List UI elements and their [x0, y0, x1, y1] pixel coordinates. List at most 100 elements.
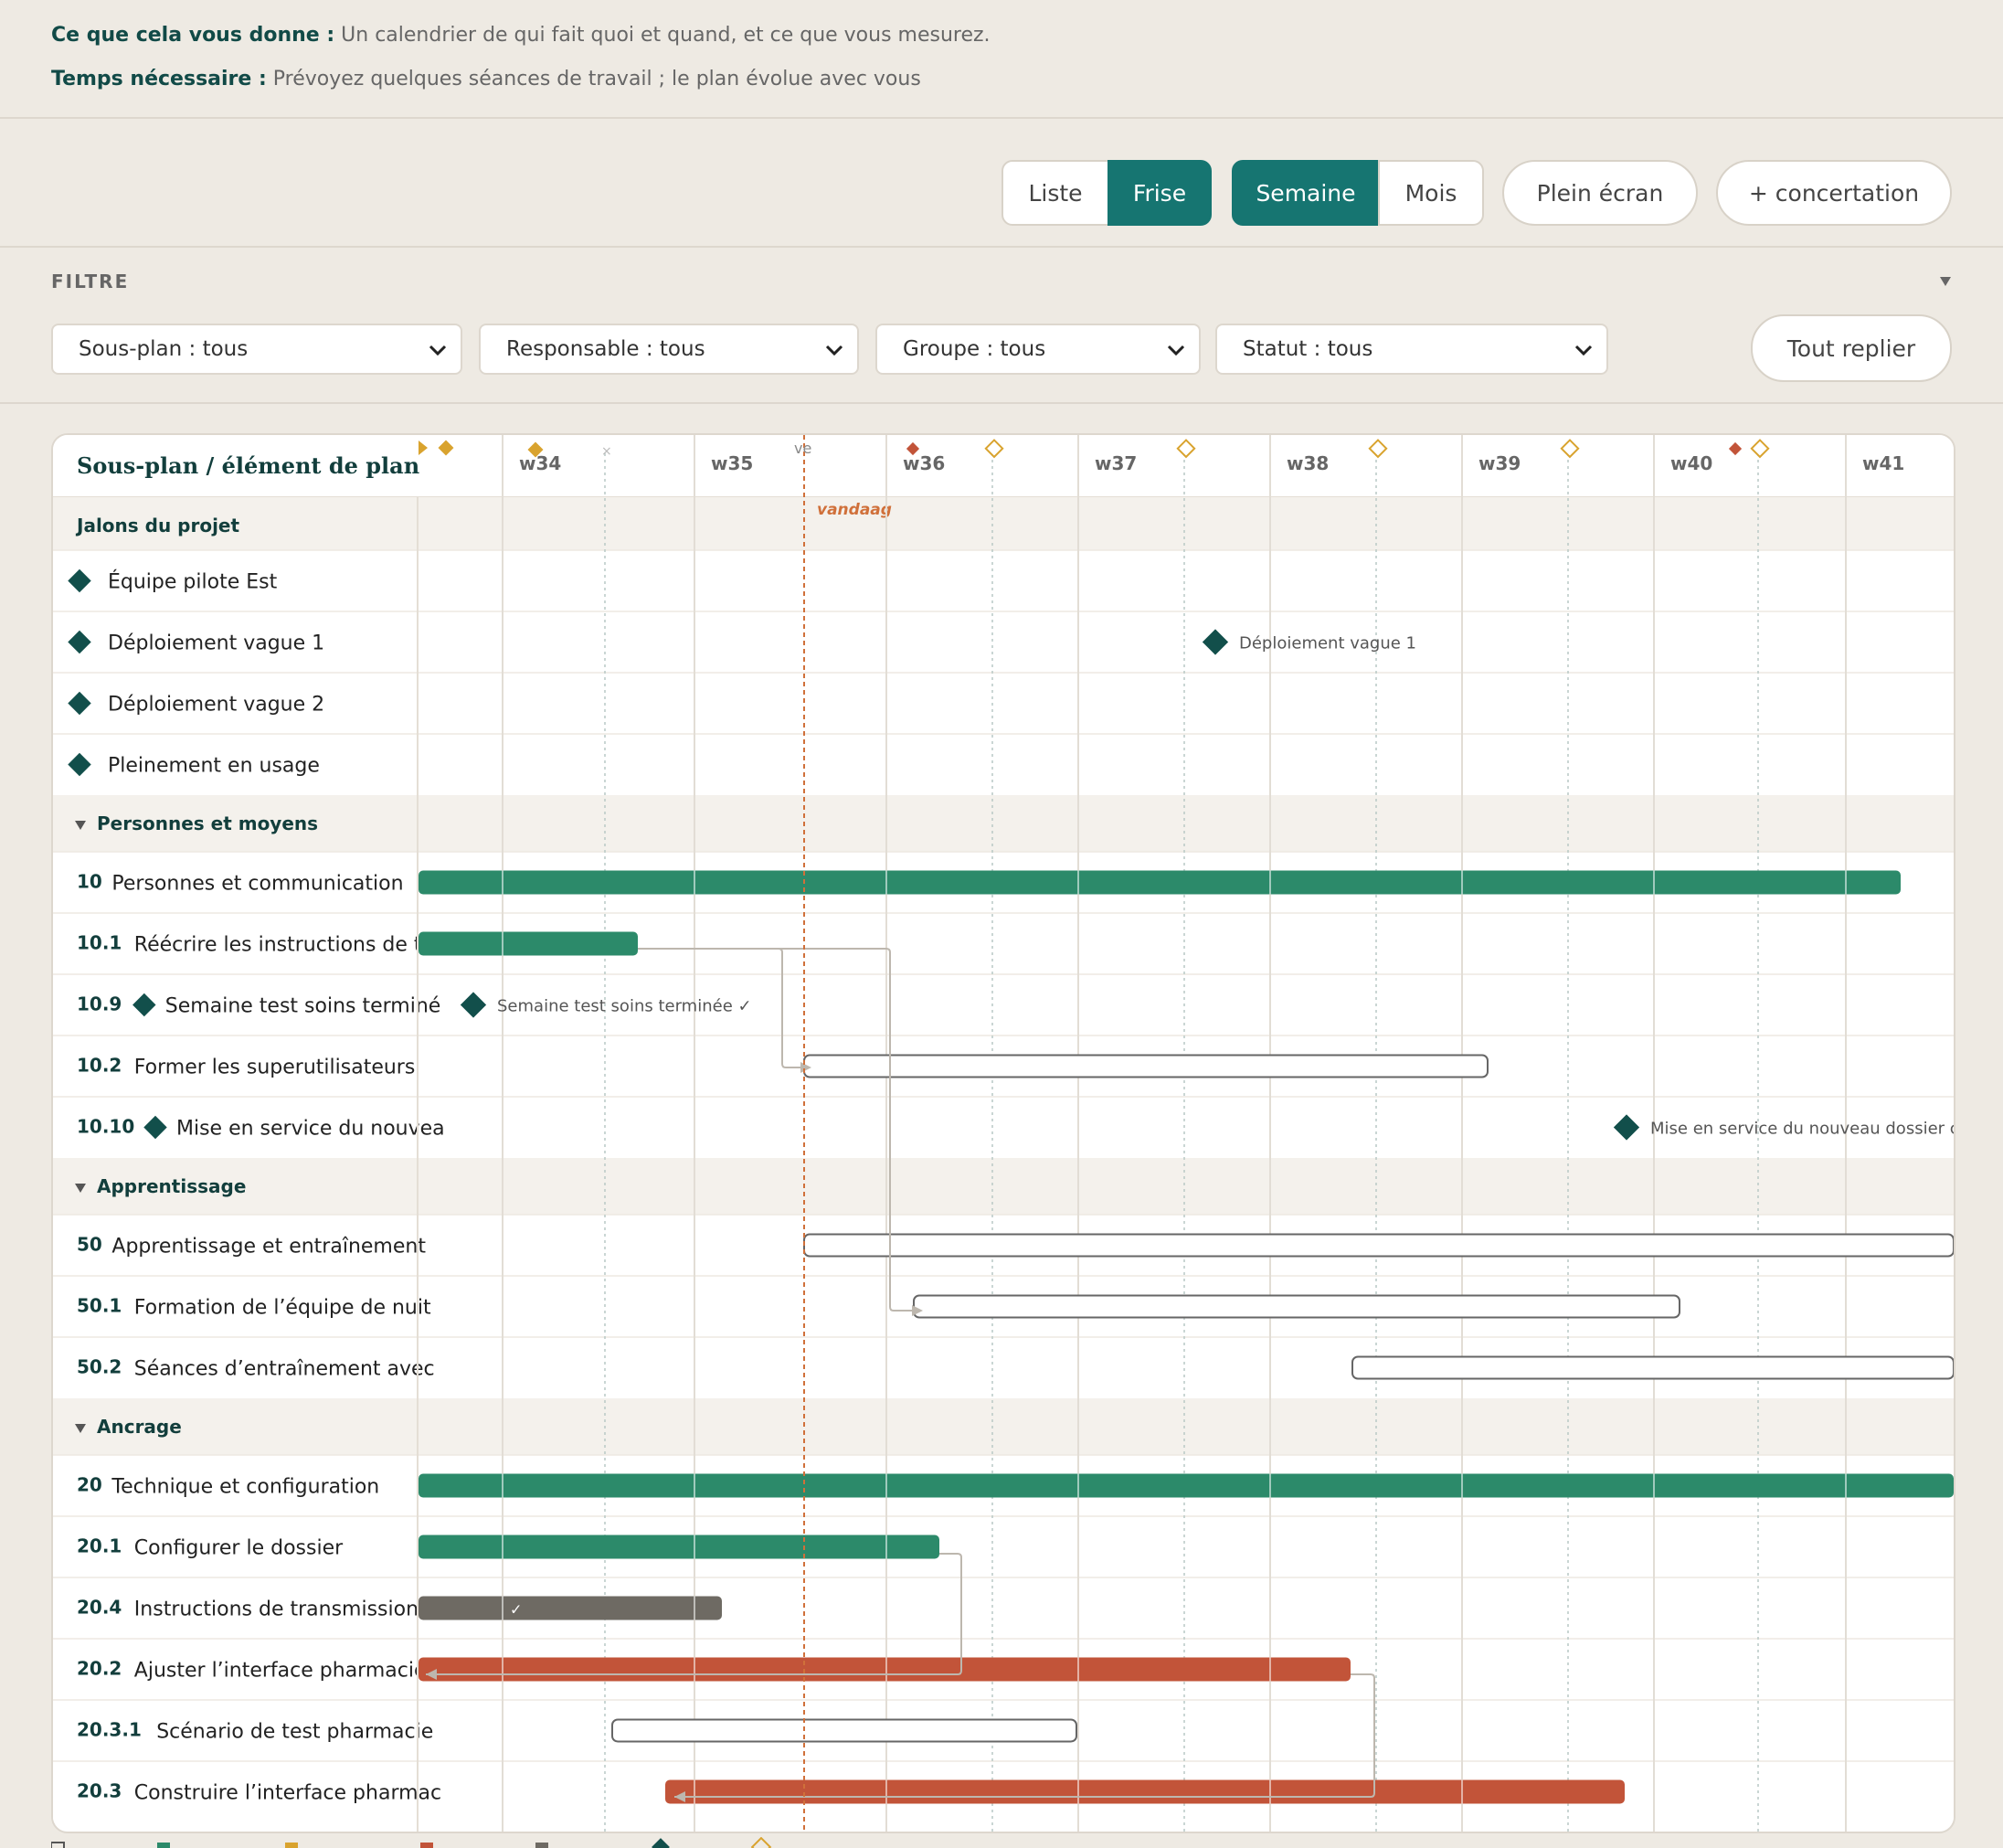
group-select[interactable]: Groupe : tous [875, 324, 1201, 375]
gantt-header-bg [53, 435, 1954, 497]
intro-text-2: Prévoyez quelques séances de travail ; l… [266, 68, 921, 90]
scale-week-button[interactable]: Semaine [1232, 160, 1380, 226]
milestone-diamond-icon [68, 691, 91, 716]
row-number: 10 [77, 871, 102, 893]
week-label: w35 [711, 452, 753, 474]
add-concertation-button[interactable]: + concertation [1716, 160, 1952, 226]
milestones-section-title: Jalons du projet [75, 515, 239, 536]
gantt-bar[interactable] [419, 931, 638, 956]
row-name: Semaine test soins terminé [165, 995, 441, 1018]
gantt-bar[interactable] [419, 1596, 722, 1620]
week-label: w41 [1862, 452, 1904, 474]
collapse-triangle-icon[interactable] [75, 1424, 86, 1433]
gantt-bar[interactable] [419, 870, 1901, 895]
gantt-bar[interactable] [803, 1054, 1489, 1078]
row-number: 20.3 [77, 1780, 122, 1802]
divider [0, 246, 2003, 248]
row-name: Apprentissage et entraînement [111, 1236, 426, 1259]
row-name: Former les superutilisateurs [134, 1057, 416, 1079]
milestone-name: Pleinement en usage [108, 755, 320, 778]
row-number: 50 [77, 1234, 102, 1256]
milestone-name: Déploiement vague 2 [108, 694, 324, 717]
week-label: w36 [903, 452, 945, 474]
group-header[interactable] [53, 1398, 1954, 1455]
collapse-all-button[interactable]: Tout replier [1751, 314, 1952, 382]
row-name: Scénario de test pharmacie [156, 1721, 433, 1744]
legend [51, 1837, 772, 1848]
milestone-label: Semaine test soins terminée ✓ [497, 997, 752, 1016]
dependency-lines [426, 948, 1375, 1798]
week-label: w39 [1478, 452, 1521, 474]
week-label: w34 [519, 452, 561, 474]
gantt-bar[interactable] [419, 1657, 1351, 1682]
chevron-down-icon [429, 345, 447, 356]
row-name: Personnes et communication [111, 873, 403, 896]
day-marker: ve [794, 440, 811, 457]
view-timeline-button[interactable]: Frise [1107, 160, 1212, 226]
view-list-button[interactable]: Liste [1001, 160, 1109, 226]
gantt-row[interactable] [53, 974, 1954, 1036]
row-name: Construire l’interface pharmac [134, 1782, 441, 1805]
filter-toggle-icon[interactable] [1939, 276, 1952, 287]
gantt-row[interactable] [53, 1516, 1954, 1577]
gantt-row[interactable] [53, 734, 1954, 795]
gantt-bar[interactable] [419, 1535, 939, 1559]
row-number: 20.1 [77, 1535, 122, 1557]
group-title: Personnes et moyens [97, 812, 318, 834]
gantt-bar[interactable] [1351, 1355, 1954, 1380]
gantt-bar[interactable] [803, 1233, 1954, 1258]
group-select-value: Groupe : tous [903, 337, 1046, 361]
bar-check-label: ✓ [510, 1601, 522, 1619]
row-number: 20.4 [77, 1597, 122, 1619]
gantt-row[interactable] [53, 1577, 1954, 1639]
row-number: 10.1 [77, 932, 122, 954]
gantt-row[interactable] [53, 673, 1954, 734]
today-label: vandaag [817, 501, 892, 519]
row-number: 10.9 [77, 993, 122, 1015]
row-number: 10.2 [77, 1055, 122, 1077]
milestone-marker[interactable] [1613, 1114, 1640, 1141]
gantt-row[interactable] [53, 611, 1954, 673]
status-select-value: Statut : tous [1243, 337, 1373, 361]
divider [0, 402, 2003, 404]
gantt-bar[interactable] [611, 1718, 1077, 1743]
row-number: 20.3.1 [77, 1719, 142, 1741]
group-header[interactable] [53, 795, 1954, 852]
gantt-bar[interactable] [913, 1294, 1680, 1319]
milestone-marker[interactable] [460, 992, 487, 1018]
gantt-panel: Sous-plan / élément de plan w34 w35 w36 w37… [51, 433, 1955, 1833]
milestone-marker[interactable] [1202, 629, 1229, 655]
milestone-diamond-icon [68, 568, 91, 593]
gantt-row[interactable] [53, 550, 1954, 611]
subplan-select[interactable]: Sous-plan : tous [51, 324, 462, 375]
row-name: Formation de l’équipe de nuit [134, 1297, 431, 1320]
group-title: Ancrage [97, 1416, 182, 1438]
row-name: Configurer le dossier [134, 1537, 344, 1560]
milestone-label: Mise en service du nouveau dossier c [1650, 1120, 1954, 1139]
svg-text:×: × [601, 444, 612, 459]
row-name: Réécrire les instructions de tra [134, 934, 442, 957]
divider [0, 117, 2003, 119]
gantt-header-title: Sous-plan / élément de plan [77, 452, 419, 479]
milestones-section-header [53, 497, 1954, 550]
fullscreen-button[interactable]: Plein écran [1502, 160, 1698, 226]
group-header[interactable] [53, 1158, 1954, 1215]
row-number: 50.2 [77, 1356, 122, 1378]
row-number: 20.2 [77, 1658, 122, 1680]
gantt-bar[interactable] [419, 1473, 1954, 1498]
subplan-select-value: Sous-plan : tous [79, 337, 249, 361]
collapse-triangle-icon[interactable] [75, 1184, 86, 1193]
owner-select[interactable]: Responsable : tous [479, 324, 859, 375]
collapse-triangle-icon[interactable] [75, 821, 86, 830]
intro-label-2: Temps nécessaire : [51, 68, 267, 90]
row-name: Séances d’entraînement avec [134, 1358, 435, 1381]
row-name: Technique et configuration [111, 1476, 379, 1499]
week-label: w38 [1287, 452, 1329, 474]
gantt-bar[interactable] [665, 1779, 1625, 1804]
intro-line-2: Temps nécessaire : Prévoyez quelques séa… [51, 68, 921, 90]
row-number: 50.1 [77, 1295, 122, 1317]
intro-label-1: Ce que cela vous donne : [51, 24, 335, 47]
status-select[interactable]: Statut : tous [1215, 324, 1608, 375]
scale-month-button[interactable]: Mois [1378, 160, 1484, 226]
gantt-row[interactable] [53, 913, 1954, 974]
